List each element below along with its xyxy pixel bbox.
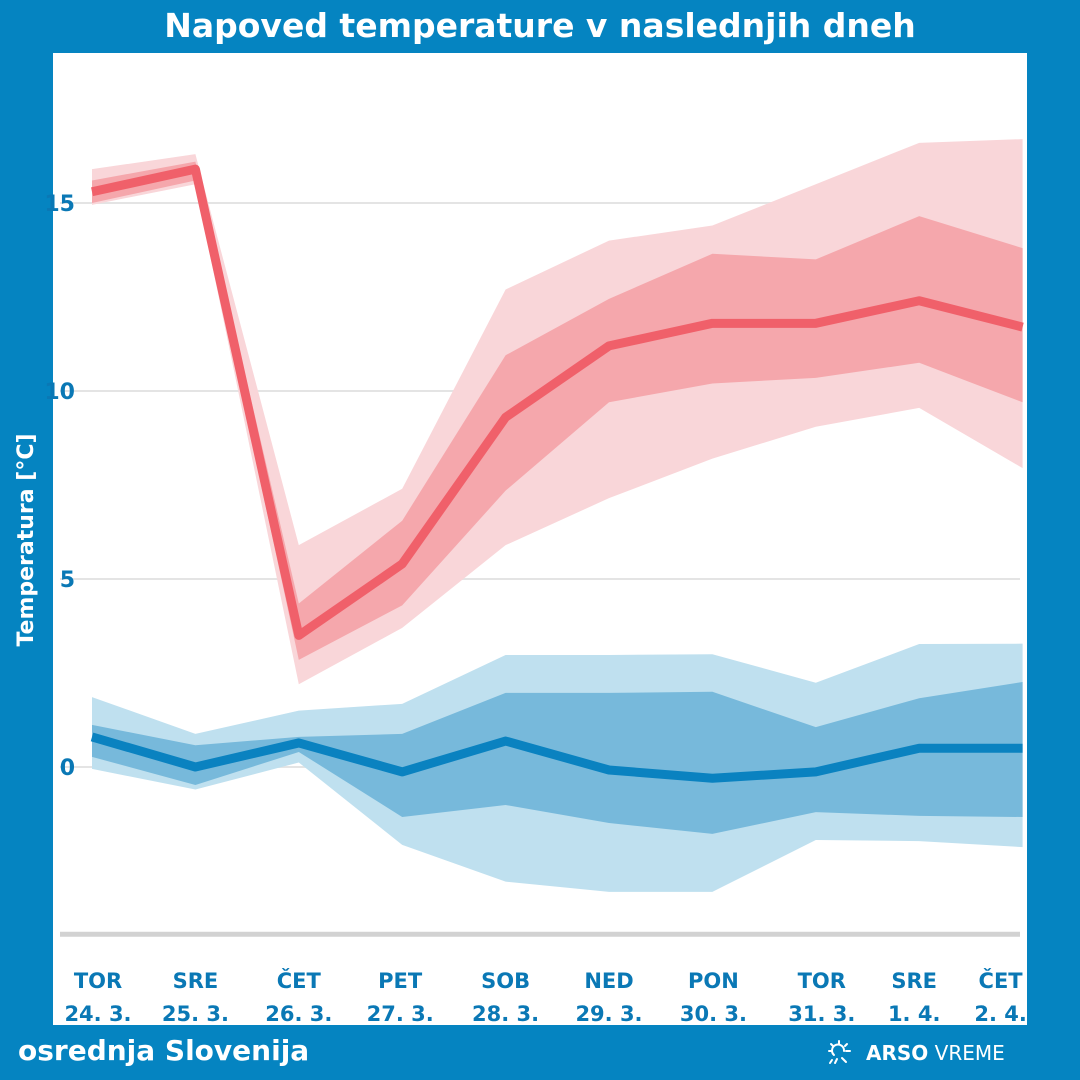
x-tick-day: PON (688, 969, 739, 993)
x-tick-day: NED (584, 969, 633, 993)
chart-title: Napoved temperature v naslednjih dneh (164, 6, 916, 45)
median-line-0 (91, 164, 1024, 640)
median-line-1 (90, 732, 1023, 783)
x-tick-date: 27. 3. (367, 1002, 434, 1026)
x-tick-date: 24. 3. (64, 1002, 131, 1026)
x-tick-date: 28. 3. (472, 1002, 539, 1026)
x-tick-date: 30. 3. (680, 1002, 747, 1026)
x-tick-date: 29. 3. (575, 1002, 642, 1026)
x-tick-date: 26. 3. (265, 1002, 332, 1026)
brand-name-bold: ARSO (866, 1041, 929, 1065)
x-tick-day: ČET (277, 968, 322, 993)
x-tick-date: 31. 3. (788, 1002, 855, 1026)
x-tick-day: SOB (481, 969, 530, 993)
x-tick-day: PET (378, 969, 423, 993)
y-tick-label: 10 (44, 380, 75, 405)
inner-band-0 (92, 161, 1023, 660)
x-tick-date: 1. 4. (888, 1002, 941, 1026)
x-tick-day: SRE (173, 969, 219, 993)
x-tick-day: TOR (798, 969, 846, 993)
y-tick-label: 0 (60, 756, 75, 781)
x-tick-date: 2. 4. (974, 1002, 1027, 1026)
y-tick-label: 15 (44, 192, 75, 217)
brand-name-light: VREME (934, 1041, 1005, 1065)
x-tick-date: 25. 3. (162, 1002, 229, 1026)
x-tick-day: SRE (891, 969, 937, 993)
brand-logo: ARSO VREME (826, 1040, 1005, 1066)
x-tick-day: TOR (74, 969, 122, 993)
region-label: osrednja Slovenija (18, 1034, 310, 1067)
sun-cloud-icon (828, 1040, 851, 1064)
x-tick-day: ČET (979, 968, 1024, 993)
y-axis-title: Temperatura [°C] (14, 433, 39, 646)
y-tick-label: 5 (60, 568, 75, 593)
